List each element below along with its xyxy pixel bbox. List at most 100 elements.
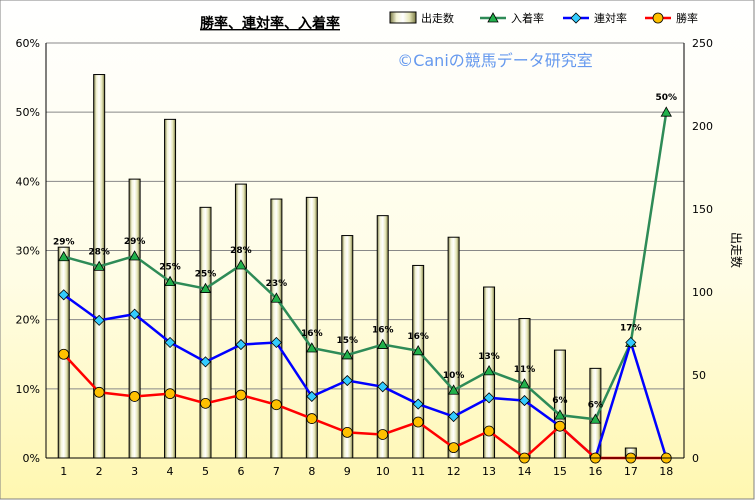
point-placing-6 xyxy=(235,259,247,270)
point-win-4 xyxy=(164,388,176,400)
legend-swatch-starts xyxy=(389,11,417,24)
data-label-placing-5: 25% xyxy=(195,270,217,280)
x-tick-label: 4 xyxy=(167,465,174,478)
left-tick-label: 50% xyxy=(16,106,40,119)
point-placing-12 xyxy=(447,384,460,395)
point-placing-15 xyxy=(554,409,566,420)
point-win-11 xyxy=(412,416,424,428)
bar-starts-4 xyxy=(164,118,177,459)
bar-series-starts xyxy=(57,74,637,459)
point-win-7 xyxy=(270,399,282,411)
point-placing-3 xyxy=(128,250,141,261)
point-placing-4 xyxy=(164,275,176,287)
x-tick-label: 16 xyxy=(588,465,602,478)
point-win-10 xyxy=(377,429,389,440)
point-rentai-6 xyxy=(235,339,247,351)
x-tick-label: 18 xyxy=(659,465,673,478)
right-tick-label: 0 xyxy=(692,452,699,465)
legend-label: 入着率 xyxy=(511,11,544,25)
data-label-placing-17: 17% xyxy=(620,323,642,333)
point-rentai-14 xyxy=(518,395,531,407)
point-placing-11 xyxy=(412,344,424,356)
left-tick-label: 0% xyxy=(23,452,40,465)
point-placing-10 xyxy=(377,338,389,349)
point-placing-5 xyxy=(199,282,212,293)
right-tick-label: 100 xyxy=(692,286,713,299)
legend-label: 出走数 xyxy=(421,11,454,25)
right-axis-label: 出走数 xyxy=(729,232,744,268)
legend-label: 連対率 xyxy=(594,11,627,25)
data-label-placing-8: 16% xyxy=(301,329,323,339)
left-tick-label: 60% xyxy=(16,37,40,50)
legend-item: 出走数 xyxy=(389,11,454,25)
chart-title: 勝率、連対率、入着率 xyxy=(200,15,340,32)
point-rentai-3 xyxy=(129,308,141,320)
left-tick-label: 30% xyxy=(16,245,40,258)
point-placing-16 xyxy=(589,413,602,424)
x-tick-label: 2 xyxy=(96,465,103,478)
point-rentai-13 xyxy=(483,392,495,404)
data-label-placing-4: 25% xyxy=(159,263,181,273)
point-win-5 xyxy=(200,397,211,409)
point-rentai-7 xyxy=(270,336,282,349)
left-tick-label: 20% xyxy=(16,314,40,327)
bar-starts-9 xyxy=(341,235,354,459)
x-tick-label: 14 xyxy=(518,465,532,478)
legend-item: 入着率 xyxy=(480,11,544,25)
left-tick-label: 10% xyxy=(16,383,40,396)
data-label-placing-16: 6% xyxy=(588,400,603,410)
line-series: 29% 28% 29% 25% 25% 28% 23% 16% 15% 16% 16% 10% 13% 1… xyxy=(53,93,678,464)
x-tick-label: 13 xyxy=(482,465,496,478)
point-win-6 xyxy=(235,389,247,401)
data-label-placing-10: 16% xyxy=(372,326,394,336)
data-label-placing-15: 6% xyxy=(552,396,567,406)
bar-starts-5 xyxy=(199,206,212,459)
left-tick-label: 40% xyxy=(16,175,40,188)
legend-label: 勝率 xyxy=(676,11,698,25)
bar-starts-11 xyxy=(412,264,425,459)
legend-marker xyxy=(487,12,499,23)
x-tick-label: 6 xyxy=(237,465,244,478)
bar-starts-12 xyxy=(447,236,460,459)
watermark-text: ©Caniの競馬データ研究室 xyxy=(397,51,593,70)
point-placing-18 xyxy=(660,106,672,117)
data-label-placing-14: 11% xyxy=(514,365,536,375)
x-tick-label: 8 xyxy=(308,465,315,478)
legend-item: 連対率 xyxy=(563,11,627,25)
point-placing-14 xyxy=(518,378,531,389)
point-rentai-5 xyxy=(199,356,212,368)
point-win-1 xyxy=(58,348,70,360)
point-rentai-12 xyxy=(448,410,460,423)
x-tick-label: 12 xyxy=(447,465,461,478)
x-tick-label: 5 xyxy=(202,465,209,478)
data-label-placing-12: 10% xyxy=(443,371,465,381)
point-rentai-10 xyxy=(377,381,389,393)
data-label-placing-13: 13% xyxy=(478,352,500,362)
point-placing-1 xyxy=(58,250,70,262)
point-rentai-4 xyxy=(164,336,176,349)
point-rentai-17 xyxy=(625,336,637,349)
point-rentai-8 xyxy=(306,390,318,403)
bar-starts-10 xyxy=(376,215,389,459)
right-tick-label: 200 xyxy=(692,120,713,133)
point-win-8 xyxy=(306,413,318,424)
legend: 出走数 入着率 連対率 勝率 xyxy=(389,11,698,25)
x-tick-label: 3 xyxy=(131,465,138,478)
point-rentai-1 xyxy=(58,289,70,301)
point-win-12 xyxy=(448,442,460,454)
point-placing-7 xyxy=(270,292,283,303)
right-tick-label: 150 xyxy=(692,203,713,216)
data-label-placing-6: 28% xyxy=(230,246,252,256)
bar-starts-7 xyxy=(270,198,283,459)
bar-starts-6 xyxy=(234,183,247,459)
right-tick-label: 250 xyxy=(692,37,713,50)
x-tick-label: 17 xyxy=(624,465,638,478)
data-label-placing-2: 28% xyxy=(88,247,110,257)
point-placing-13 xyxy=(483,365,495,376)
point-win-9 xyxy=(341,427,353,438)
data-label-placing-18: 50% xyxy=(656,93,678,103)
point-rentai-9 xyxy=(341,374,353,387)
legend-marker xyxy=(652,12,664,24)
